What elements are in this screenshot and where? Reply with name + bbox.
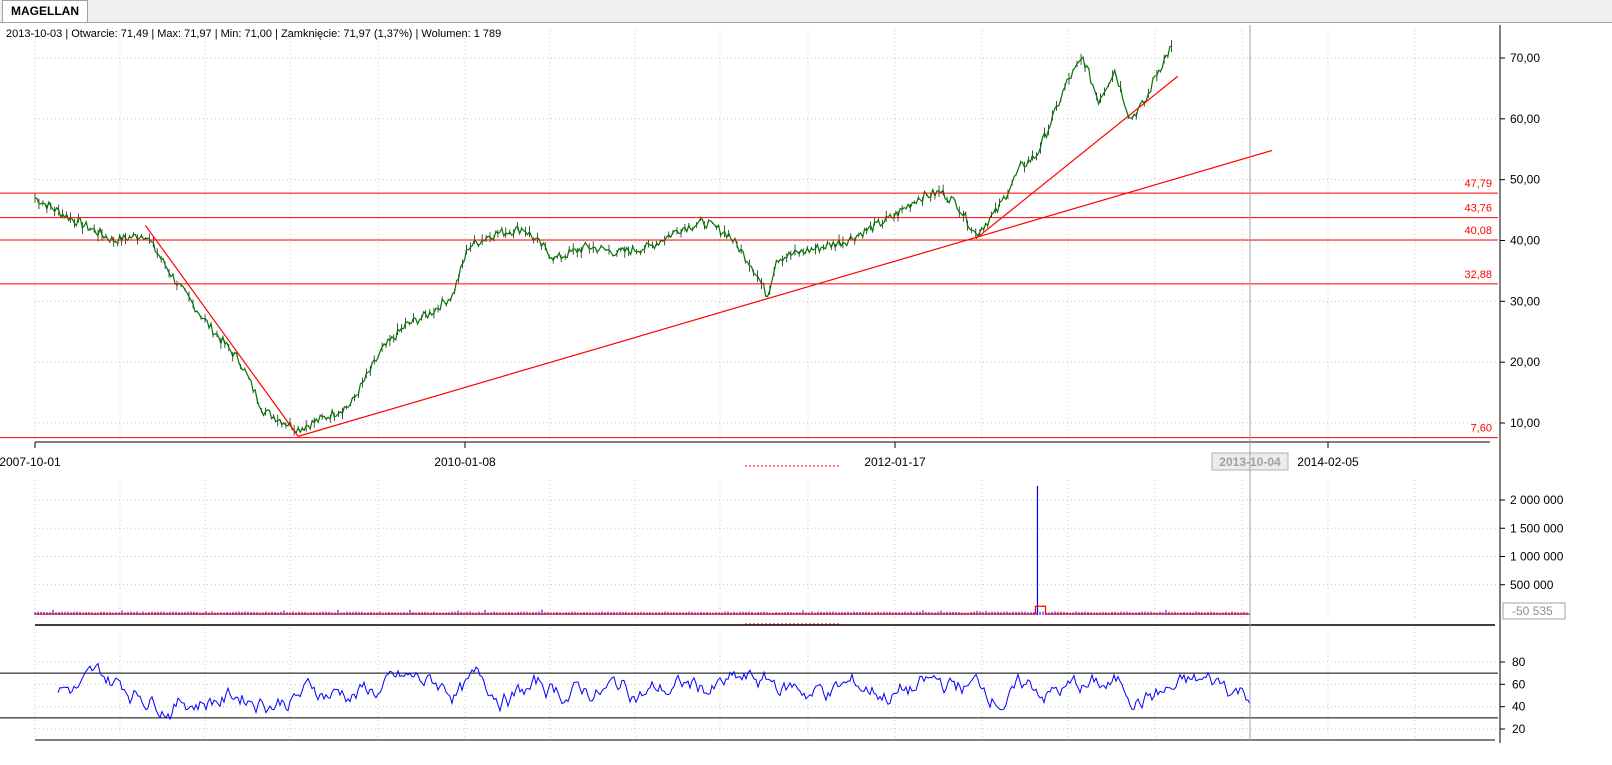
trend-line xyxy=(144,224,299,437)
level-label: 7,60 xyxy=(1471,423,1492,435)
price-tick-label: 50,00 xyxy=(1510,173,1540,187)
osc-tick-label: 20 xyxy=(1512,722,1526,736)
volume-average-line xyxy=(35,605,1250,615)
date-tick-label: 2012-01-17 xyxy=(864,455,926,469)
price-tick-label: 10,00 xyxy=(1510,416,1540,430)
info-line: 2013-10-03 | Otwarcie: 71,49 | Max: 71,9… xyxy=(6,28,501,40)
date-tick-label: 2010-01-08 xyxy=(434,455,496,469)
price-tick-label: 70,00 xyxy=(1510,51,1540,65)
grid xyxy=(34,30,1498,738)
volume-tick-label: 2 000 000 xyxy=(1510,493,1564,507)
date-tick-label: 2007-10-01 xyxy=(0,455,61,469)
trend-line xyxy=(975,75,1179,240)
panel-borders xyxy=(35,25,1501,743)
tab-bar: MAGELLAN xyxy=(0,0,1612,23)
volume-last-box xyxy=(1502,602,1566,620)
osc-tick-label: 40 xyxy=(1512,700,1526,714)
price-tick-label: 20,00 xyxy=(1510,355,1540,369)
price-tick-label: 30,00 xyxy=(1510,294,1540,308)
price-tick-label: 40,00 xyxy=(1510,234,1540,248)
volume-tick-label: 1 000 000 xyxy=(1510,550,1564,564)
volume-tick-label: 500 000 xyxy=(1510,578,1554,592)
trend-lines[interactable] xyxy=(144,75,1273,437)
price-tick-label: 60,00 xyxy=(1510,112,1540,126)
oscillator-panel: 20 40 60 80 xyxy=(0,655,1526,736)
price-series xyxy=(34,40,1173,436)
chart-background xyxy=(0,23,1612,765)
trend-line xyxy=(298,149,1273,437)
level-label: 47,79 xyxy=(1464,178,1492,190)
oscillator-line xyxy=(57,662,1251,721)
level-label: 40,08 xyxy=(1464,225,1492,237)
price-line xyxy=(34,45,1172,435)
level-label: 43,76 xyxy=(1464,203,1492,215)
tab-magellan[interactable]: MAGELLAN xyxy=(2,0,88,22)
volume-panel: 500 000 1 000 000 1 500 000 2 000 000 -50 53… xyxy=(34,485,1566,625)
price-y-axis: 10,00 20,00 30,00 40,00 50,00 60,00 70,00 xyxy=(1500,51,1540,430)
osc-tick-label: 60 xyxy=(1512,677,1526,691)
osc-tick-label: 80 xyxy=(1512,655,1526,669)
level-label: 32,88 xyxy=(1464,269,1492,281)
volume-last-label: -50 535 xyxy=(1512,604,1553,618)
volume-tick-label: 1 500 000 xyxy=(1510,521,1564,535)
horizontal-levels[interactable]: 47,79 43,76 40,08 32,88 7,60 xyxy=(0,178,1498,439)
stock-chart[interactable]: 2013-10-03 | Otwarcie: 71,49 | Max: 71,9… xyxy=(0,23,1612,765)
date-tick-label: 2014-02-05 xyxy=(1297,455,1359,469)
